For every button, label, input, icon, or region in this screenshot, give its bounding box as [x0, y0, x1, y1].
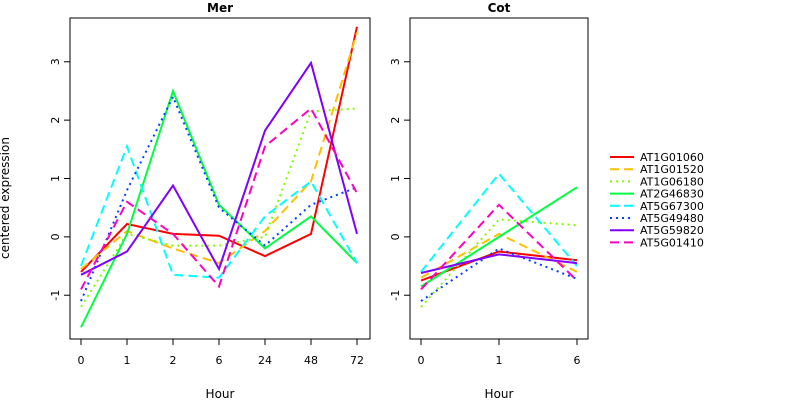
series-line-at1g01520: [80, 32, 358, 270]
y-tick-label: 0: [49, 233, 62, 240]
x-tick-label: 2: [170, 354, 177, 367]
x-tick-label: 0: [418, 354, 425, 367]
legend-label: AT1G06180: [640, 175, 704, 188]
legend-label: AT5G01410: [640, 236, 704, 249]
panel-cot: Cot 0 1 6 Hour -1 0 1 2 3: [389, 1, 589, 400]
series-line-at5g49480: [420, 247, 578, 302]
legend-item: AT1G01060: [610, 151, 704, 164]
legend-label: AT1G01060: [640, 151, 704, 164]
series-line-at1g01060: [420, 250, 578, 282]
series-line-at5g01410: [420, 203, 578, 291]
y-tick-label: 1: [49, 175, 62, 182]
y-tick-label: 3: [389, 58, 402, 65]
legend-label: AT5G49480: [640, 212, 704, 225]
series-line-at5g01410: [80, 106, 358, 290]
series-line-at5g49480: [80, 94, 358, 302]
series-line-at2g46830: [420, 186, 578, 288]
x-tick-label: 6: [216, 354, 223, 367]
legend: AT1G01060AT1G01520AT1G06180AT2G46830AT5G…: [610, 151, 704, 249]
series-line-at5g59820: [80, 60, 358, 276]
series-line-at1g06180: [80, 107, 358, 308]
legend-item: AT5G49480: [610, 212, 704, 225]
chart-panels: Mer 0 1 2 6 24 48 72 Hour -1 0 1 2 3 Cot 0 1 6 Hour -1 0 1 2 3: [49, 1, 589, 400]
x-tick-label: 1: [496, 354, 503, 367]
x-axis-label: Hour: [206, 387, 235, 400]
y-tick-label: 0: [389, 233, 402, 240]
x-tick-label: 24: [258, 354, 272, 367]
series-line-at5g59820: [420, 253, 578, 274]
legend-item: AT5G01410: [610, 236, 704, 249]
legend-item: AT1G06180: [610, 175, 704, 188]
series-line-at2g46830: [80, 88, 358, 328]
series-line-at5g67300: [80, 143, 358, 279]
plot-frame: [69, 17, 371, 340]
panel-title: Cot: [488, 1, 511, 15]
panel-title: Mer: [207, 1, 233, 15]
y-tick-label: 2: [389, 117, 402, 124]
legend-label: AT1G01520: [640, 163, 704, 176]
y-tick-label: -1: [389, 290, 402, 301]
legend-item: AT2G46830: [610, 188, 704, 201]
y-axis-label: centered expression: [0, 137, 12, 259]
legend-label: AT2G46830: [640, 188, 704, 201]
legend-label: AT5G67300: [640, 200, 704, 213]
legend-item: AT5G59820: [610, 224, 704, 237]
y-tick-label: 1: [389, 175, 402, 182]
x-tick-label: 48: [304, 354, 318, 367]
series-line-at1g01060: [80, 26, 358, 273]
legend-label: AT5G59820: [640, 224, 704, 237]
x-tick-label: 1: [124, 354, 131, 367]
y-tick-label: 3: [49, 58, 62, 65]
x-tick-label: 0: [78, 354, 85, 367]
x-tick-label: 72: [350, 354, 364, 367]
legend-item: AT5G67300: [610, 200, 704, 213]
series-line-at1g06180: [420, 218, 578, 308]
x-axis-label: Hour: [485, 387, 514, 400]
panel-mer: Mer 0 1 2 6 24 48 72 Hour -1 0 1 2 3: [49, 1, 371, 400]
x-tick-label: 6: [574, 354, 581, 367]
y-tick-label: 2: [49, 117, 62, 124]
y-tick-label: -1: [49, 290, 62, 301]
legend-item: AT1G01520: [610, 163, 704, 176]
